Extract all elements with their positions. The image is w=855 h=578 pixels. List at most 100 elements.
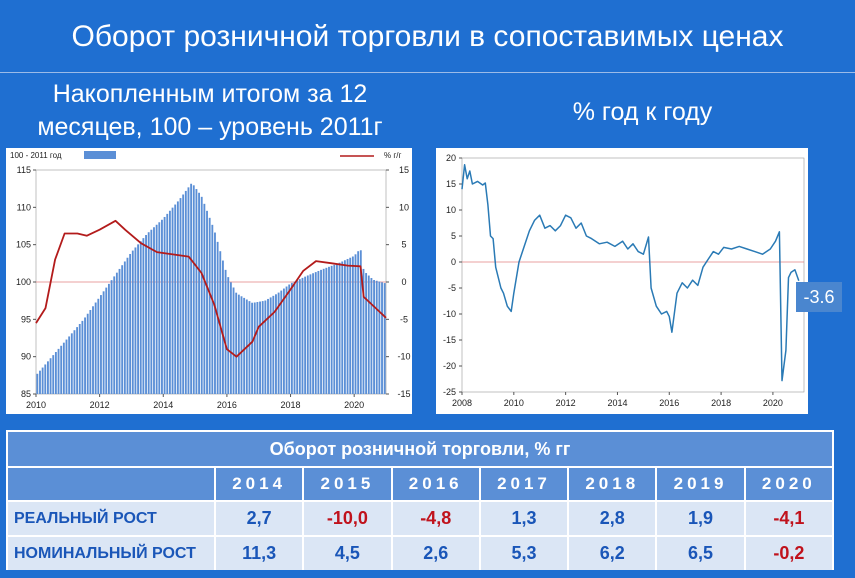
index-bar xyxy=(118,268,121,394)
index-bar xyxy=(280,290,283,394)
title-divider xyxy=(0,72,855,73)
index-bar xyxy=(36,373,39,394)
index-bar xyxy=(325,267,328,394)
x-tick-label: 2018 xyxy=(711,398,731,408)
table-cell: 2,8 xyxy=(569,502,656,535)
index-bar xyxy=(293,281,296,394)
index-bar xyxy=(309,274,312,394)
index-bar xyxy=(147,232,150,394)
table-cell: 2,6 xyxy=(392,537,479,570)
index-bar xyxy=(176,201,179,394)
y-right-tick-label: -15 xyxy=(397,389,410,399)
right-chart-line xyxy=(461,164,800,382)
index-bar xyxy=(73,330,76,394)
index-bar xyxy=(134,247,137,394)
index-bar xyxy=(259,301,261,394)
index-bar xyxy=(123,261,126,394)
left-chart-axes: 85 90 95 100 105 110 115 -15 -10 -5 0 5 10 15 2010 2012… xyxy=(16,165,411,410)
index-bar xyxy=(227,277,230,394)
index-bar xyxy=(378,281,381,394)
index-bar xyxy=(70,333,73,394)
table-cell: 6,2 xyxy=(569,537,656,570)
y-right-tick-label: 0 xyxy=(401,277,406,287)
index-bar xyxy=(57,348,60,394)
index-bar xyxy=(150,229,153,394)
table-row: РЕАЛЬНЫЙ РОСТ 2,7 -10,0 -4,8 1,3 2,8 1,9… xyxy=(8,502,832,535)
y-left-tick-label: 100 xyxy=(16,277,31,287)
index-bar xyxy=(68,336,71,394)
year-header: 2016 xyxy=(392,468,479,500)
index-bar xyxy=(275,294,277,394)
index-bar xyxy=(211,224,214,394)
row-label-nominal: НОМИНАЛЬНЫЙ РОСТ xyxy=(8,537,214,570)
y-right-tick-label: -10 xyxy=(397,352,410,362)
index-bar xyxy=(190,183,193,394)
index-bar xyxy=(370,278,373,394)
index-bar xyxy=(182,194,185,394)
index-bar xyxy=(288,284,291,394)
index-bar xyxy=(351,256,354,394)
index-bar xyxy=(166,213,169,394)
legend-line-label: % г/г xyxy=(384,151,401,160)
y-tick-label: 10 xyxy=(446,205,456,215)
y-left-tick-label: 115 xyxy=(17,165,31,175)
index-bar xyxy=(78,324,81,394)
index-bar xyxy=(44,364,47,394)
index-bar xyxy=(341,261,344,394)
index-bar xyxy=(113,276,116,394)
y-tick-label: 15 xyxy=(446,179,456,189)
index-bar xyxy=(267,298,269,394)
index-bar xyxy=(354,254,357,394)
legend-bar-swatch xyxy=(84,151,116,159)
year-header: 2020 xyxy=(745,468,832,500)
legend-bar-label: 100 - 2011 год xyxy=(10,151,62,160)
y-tick-label: 5 xyxy=(451,231,456,241)
index-bar xyxy=(328,266,330,394)
index-bar xyxy=(161,219,163,394)
index-bar xyxy=(336,263,338,394)
index-bar xyxy=(171,207,174,394)
index-bar xyxy=(312,273,315,394)
left-chart-legend: 100 - 2011 год % г/г xyxy=(10,151,401,160)
index-bar xyxy=(39,370,41,394)
growth-table: Оборот розничной торговли, % гг 2014 201… xyxy=(6,430,834,572)
x-tick-label: 2014 xyxy=(153,400,173,410)
index-bar xyxy=(97,298,100,394)
index-bar xyxy=(343,260,346,394)
table-cell: -10,0 xyxy=(304,502,391,535)
x-tick-label: 2020 xyxy=(344,400,364,410)
index-bar xyxy=(253,302,256,394)
index-bar xyxy=(277,292,280,394)
row-label-real: РЕАЛЬНЫЙ РОСТ xyxy=(8,502,214,535)
index-bar xyxy=(65,339,68,394)
index-bar xyxy=(243,297,246,394)
index-bar xyxy=(174,204,177,394)
left-chart-bars xyxy=(36,183,386,394)
index-bar xyxy=(110,280,113,394)
index-bar xyxy=(251,302,254,394)
index-bar xyxy=(381,282,383,394)
table-cell: -4,8 xyxy=(392,502,479,535)
x-tick-label: 2010 xyxy=(504,398,524,408)
index-bar xyxy=(320,269,322,394)
x-tick-label: 2016 xyxy=(659,398,679,408)
index-bar xyxy=(322,268,325,394)
table-row: НОМИНАЛЬНЫЙ РОСТ 11,3 4,5 2,6 5,3 6,2 6,… xyxy=(8,537,832,570)
x-tick-label: 2012 xyxy=(556,398,576,408)
latest-value-callout: -3.6 xyxy=(796,282,842,312)
y-right-tick-label: 5 xyxy=(401,240,406,250)
index-bar xyxy=(86,313,89,394)
left-chart: 100 - 2011 год % г/г 859095100105110115-… xyxy=(10,151,411,410)
index-bar xyxy=(155,224,158,394)
y-tick-label: -25 xyxy=(443,387,456,397)
x-tick-label: 2014 xyxy=(607,398,627,408)
index-bar xyxy=(269,297,272,394)
year-header: 2014 xyxy=(216,468,303,500)
index-bar xyxy=(153,227,155,394)
table-cell: -4,1 xyxy=(745,502,832,535)
y-tick-label: -10 xyxy=(443,309,456,319)
table-cell: 6,5 xyxy=(657,537,744,570)
index-bar xyxy=(129,254,132,394)
